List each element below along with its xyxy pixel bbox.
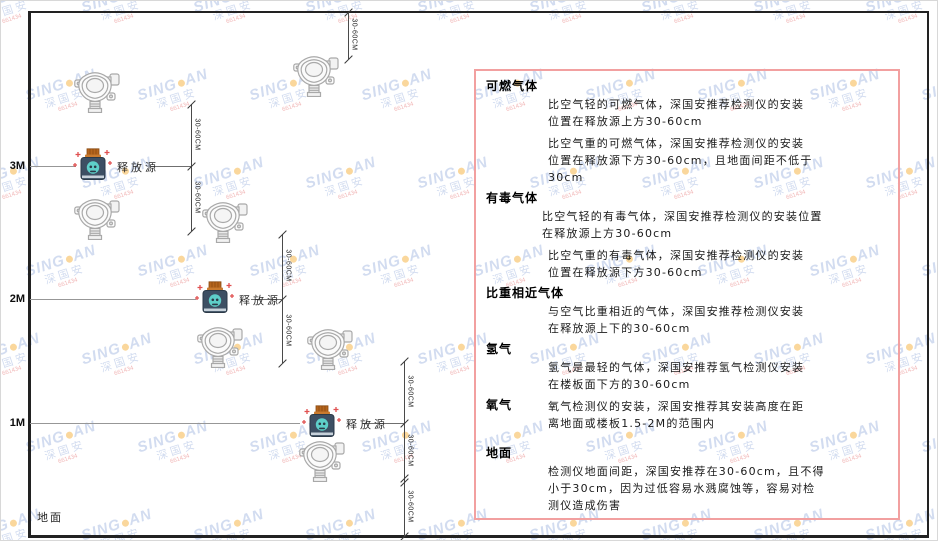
watermark-dot-icon [904,342,914,352]
dim-label-2m-upper: 30-60CM [284,249,292,282]
guide-paragraph: 比空气轻的可燃气体，深国安推荐检测仪的安装 位置在释放源上方30-60cm [548,98,805,128]
dim-label-ground: 30-60CM [406,490,414,523]
release-source-label: 释放源 [346,418,388,431]
watermark-dot-icon [904,166,914,176]
watermark-dot-icon [400,254,410,264]
height-label-2m: 2M [9,293,25,305]
height-line-2m [30,299,196,300]
watermark-dot-icon [568,518,578,528]
section-heading-hydrogen: 氢气 [486,342,513,356]
ground-line [28,535,929,538]
guide-paragraph: 比空气轻的有毒气体，深国安推荐检测仪的安装位置 在释放源上方30-60cm [542,210,823,240]
watermark-dot-icon [288,430,298,440]
watermark-dot-icon [456,166,466,176]
dim-line-ceiling [348,12,349,59]
release-source-label: 释放源 [117,161,159,174]
watermark-dot-icon [456,342,466,352]
guide-paragraph: 检测仪地面间距，深国安推荐在30-60cm，且不得 小于30cm，因为过低容易水… [548,465,825,512]
ceiling-line [28,11,929,13]
gas-detector-icon [293,55,339,102]
dim-line-3m [191,104,192,231]
watermark-dot-icon [176,430,186,440]
guide-paragraph: 与空气比重相近的气体，深国安推荐检测仪安装 在释放源上下的30-60cm [548,305,805,335]
watermark-dot-icon [400,78,410,88]
watermark-dot-icon [232,166,242,176]
right-wall-line [927,11,929,536]
watermark-dot-icon [456,518,466,528]
dim-label-ceiling: 30-60CM [350,18,358,51]
guide-paragraph: 氢气是最轻的气体，深国安推荐氢气检测仪安装 在楼板面下方的30-60cm [548,361,805,391]
watermark-dot-icon [120,518,130,528]
section-heading-ground: 地面 [486,446,513,460]
watermark-dot-icon [792,518,802,528]
installation-guide-panel: 可燃气体 比空气轻的可燃气体，深国安推荐检测仪的安装 位置在释放源上方30-60… [474,69,900,520]
connector-3m [151,166,191,167]
section-heading-flammable: 可燃气体 [486,79,539,93]
watermark-dot-icon [176,254,186,264]
dim-line-1m [404,361,405,536]
guide-paragraph: 氧气检测仪的安装，深国安推荐其安装高度在距 离地面或楼板1.5-2M的范围内 [548,400,805,430]
watermark-dot-icon [8,342,18,352]
release-source-icon [73,148,113,189]
dim-label-2m-lower: 30-60CM [284,314,292,347]
watermark-dot-icon [120,342,130,352]
section-heading-oxygen: 氧气 [486,398,513,412]
gas-detector-icon [202,201,248,248]
dim-label-1m-upper: 30-60CM [406,375,414,408]
gas-detector-icon [197,326,243,373]
watermark-dot-icon [64,78,74,88]
release-source-icon [302,405,342,446]
section-heading-toxic: 有毒气体 [486,191,539,205]
gas-detector-icon [74,71,120,118]
section-oxygen: 氧气 氧气检测仪的安装，深国安推荐其安装高度在距 离地面或楼板1.5-2M的范围… [486,398,886,432]
dim-label-1m-lower: 30-60CM [406,434,414,467]
height-line-3m [30,166,76,167]
gas-detector-icon [299,440,345,487]
watermark-dot-icon [904,518,914,528]
guide-paragraph: 比空气重的可燃气体，深国安推荐检测仪的安装 位置在释放源下方30-60cm，且地… [548,137,813,184]
connector-2m [251,299,282,300]
watermark-dot-icon [680,518,690,528]
height-line-1m [30,423,300,424]
watermark-dot-icon [344,518,354,528]
guide-paragraph: 比空气重的有毒气体，深国安推荐检测仪的安装 位置在释放源下方30-60cm [548,249,805,279]
watermark-dot-icon [8,518,18,528]
watermark-dot-icon [64,430,74,440]
watermark-dot-icon [344,166,354,176]
ground-label: 地面 [37,511,63,524]
dim-label-3m-lower: 30-60CM [193,181,201,214]
connector-1m [363,423,404,424]
dim-label-3m-upper: 30-60CM [193,118,201,151]
release-source-label: 释放源 [239,294,281,307]
gas-detector-icon [307,328,353,375]
watermark-dot-icon [232,518,242,528]
gas-detector-icon [74,198,120,245]
watermark-dot-icon [176,78,186,88]
left-wall-line [28,11,31,538]
watermark-dot-icon [64,254,74,264]
release-source-icon [195,281,235,322]
section-heading-similar-density: 比重相近气体 [486,286,565,300]
height-label-1m: 1M [9,417,25,429]
height-label-3m: 3M [9,160,25,172]
